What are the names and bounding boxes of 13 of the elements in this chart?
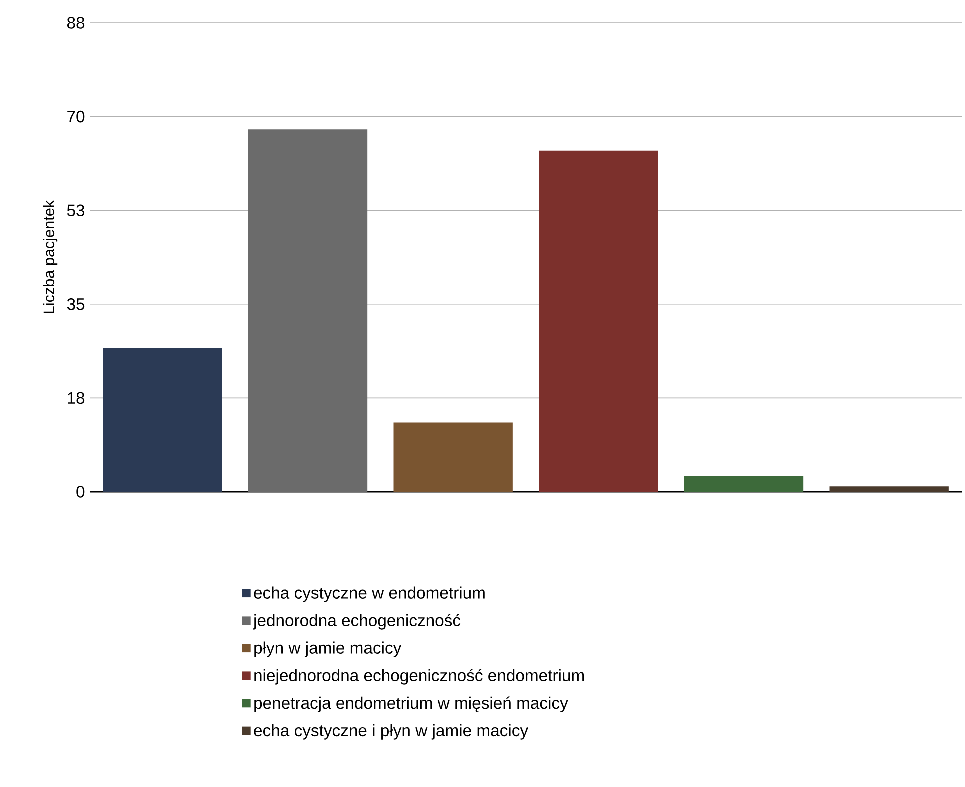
y-tick-label: 18 [68,392,85,404]
y-tick-label: 35 [67,298,85,310]
legend-label: jednorodna echogeniczność [253,614,461,630]
y-tick-label: 88 [67,17,85,29]
legend-label: echa cystyczne w endometrium [254,586,485,602]
y-tick-label: 70 [68,110,85,123]
legend-label: płyn w jamie macicy [254,642,402,658]
y-axis-title: Liczba pacjentek [43,200,58,314]
y-tick-label: 53 [67,204,85,216]
legend-label: niejednorodna echogeniczność endometrium [254,669,584,685]
legend-label: penetracja endometrium w mięsień macicy [254,696,568,712]
legend-label: echa cystyczne i płyn w jamie macicy [254,724,529,740]
y-tick-label: 0 [76,486,85,498]
